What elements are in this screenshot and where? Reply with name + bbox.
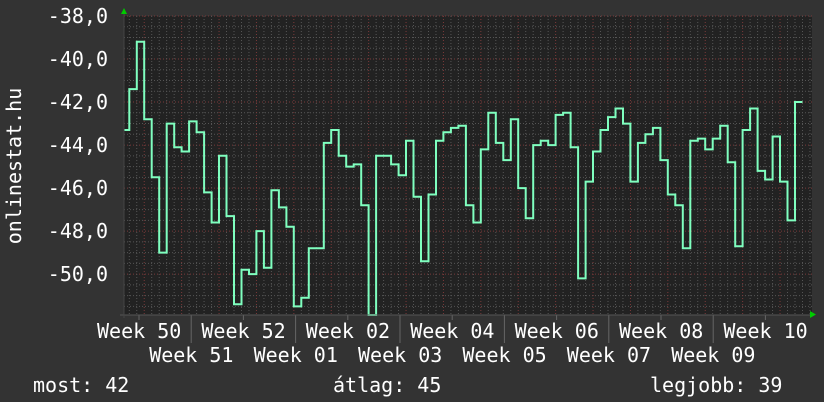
y-tick-label: -48,0 — [48, 219, 108, 243]
x-tick-label: Week 04 — [410, 319, 494, 343]
x-tick-label: Week 03 — [358, 343, 442, 367]
series-line — [124, 40, 803, 316]
x-tick-label: Week 02 — [306, 319, 390, 343]
x-tick-label: Week 10 — [723, 319, 807, 343]
x-tick-label: Week 06 — [515, 319, 599, 343]
grid — [124, 15, 812, 315]
y-tick-label: -44,0 — [48, 133, 108, 157]
x-tick-label: Week 09 — [671, 343, 755, 367]
y-tick-label: -46,0 — [48, 176, 108, 200]
x-tick-label: Week 01 — [254, 343, 338, 367]
y-tick-label: -40,0 — [48, 47, 108, 71]
y-tick-label: -42,0 — [48, 90, 108, 114]
x-tick-label: Week 07 — [567, 343, 651, 367]
x-axis-arrow-icon — [810, 311, 816, 318]
y-axis-label: onlinestat.hu — [2, 88, 26, 245]
x-tick-label: Week 05 — [462, 343, 546, 367]
y-tick-label: -38,0 — [48, 4, 108, 28]
x-tick-label: Week 50 — [97, 319, 181, 343]
footer-current: most: 42 — [33, 373, 129, 397]
y-axis-ticks: -38,0 -40,0 -42,0 -44,0 -46,0 -48,0 -50,0 — [48, 4, 108, 286]
y-tick-label: -50,0 — [48, 262, 108, 286]
y-axis-arrow-icon — [121, 8, 127, 14]
x-tick-label: Week 08 — [619, 319, 703, 343]
footer-best: legjobb: 39 — [650, 373, 782, 397]
x-tick-label: Week 52 — [201, 319, 285, 343]
x-tick-label: Week 51 — [149, 343, 233, 367]
footer-average: átlag: 45 — [333, 373, 441, 397]
